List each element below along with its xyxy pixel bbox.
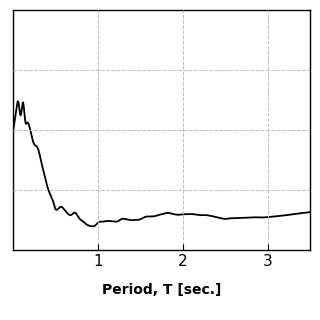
X-axis label: Period, T [sec.]: Period, T [sec.] xyxy=(102,283,221,297)
